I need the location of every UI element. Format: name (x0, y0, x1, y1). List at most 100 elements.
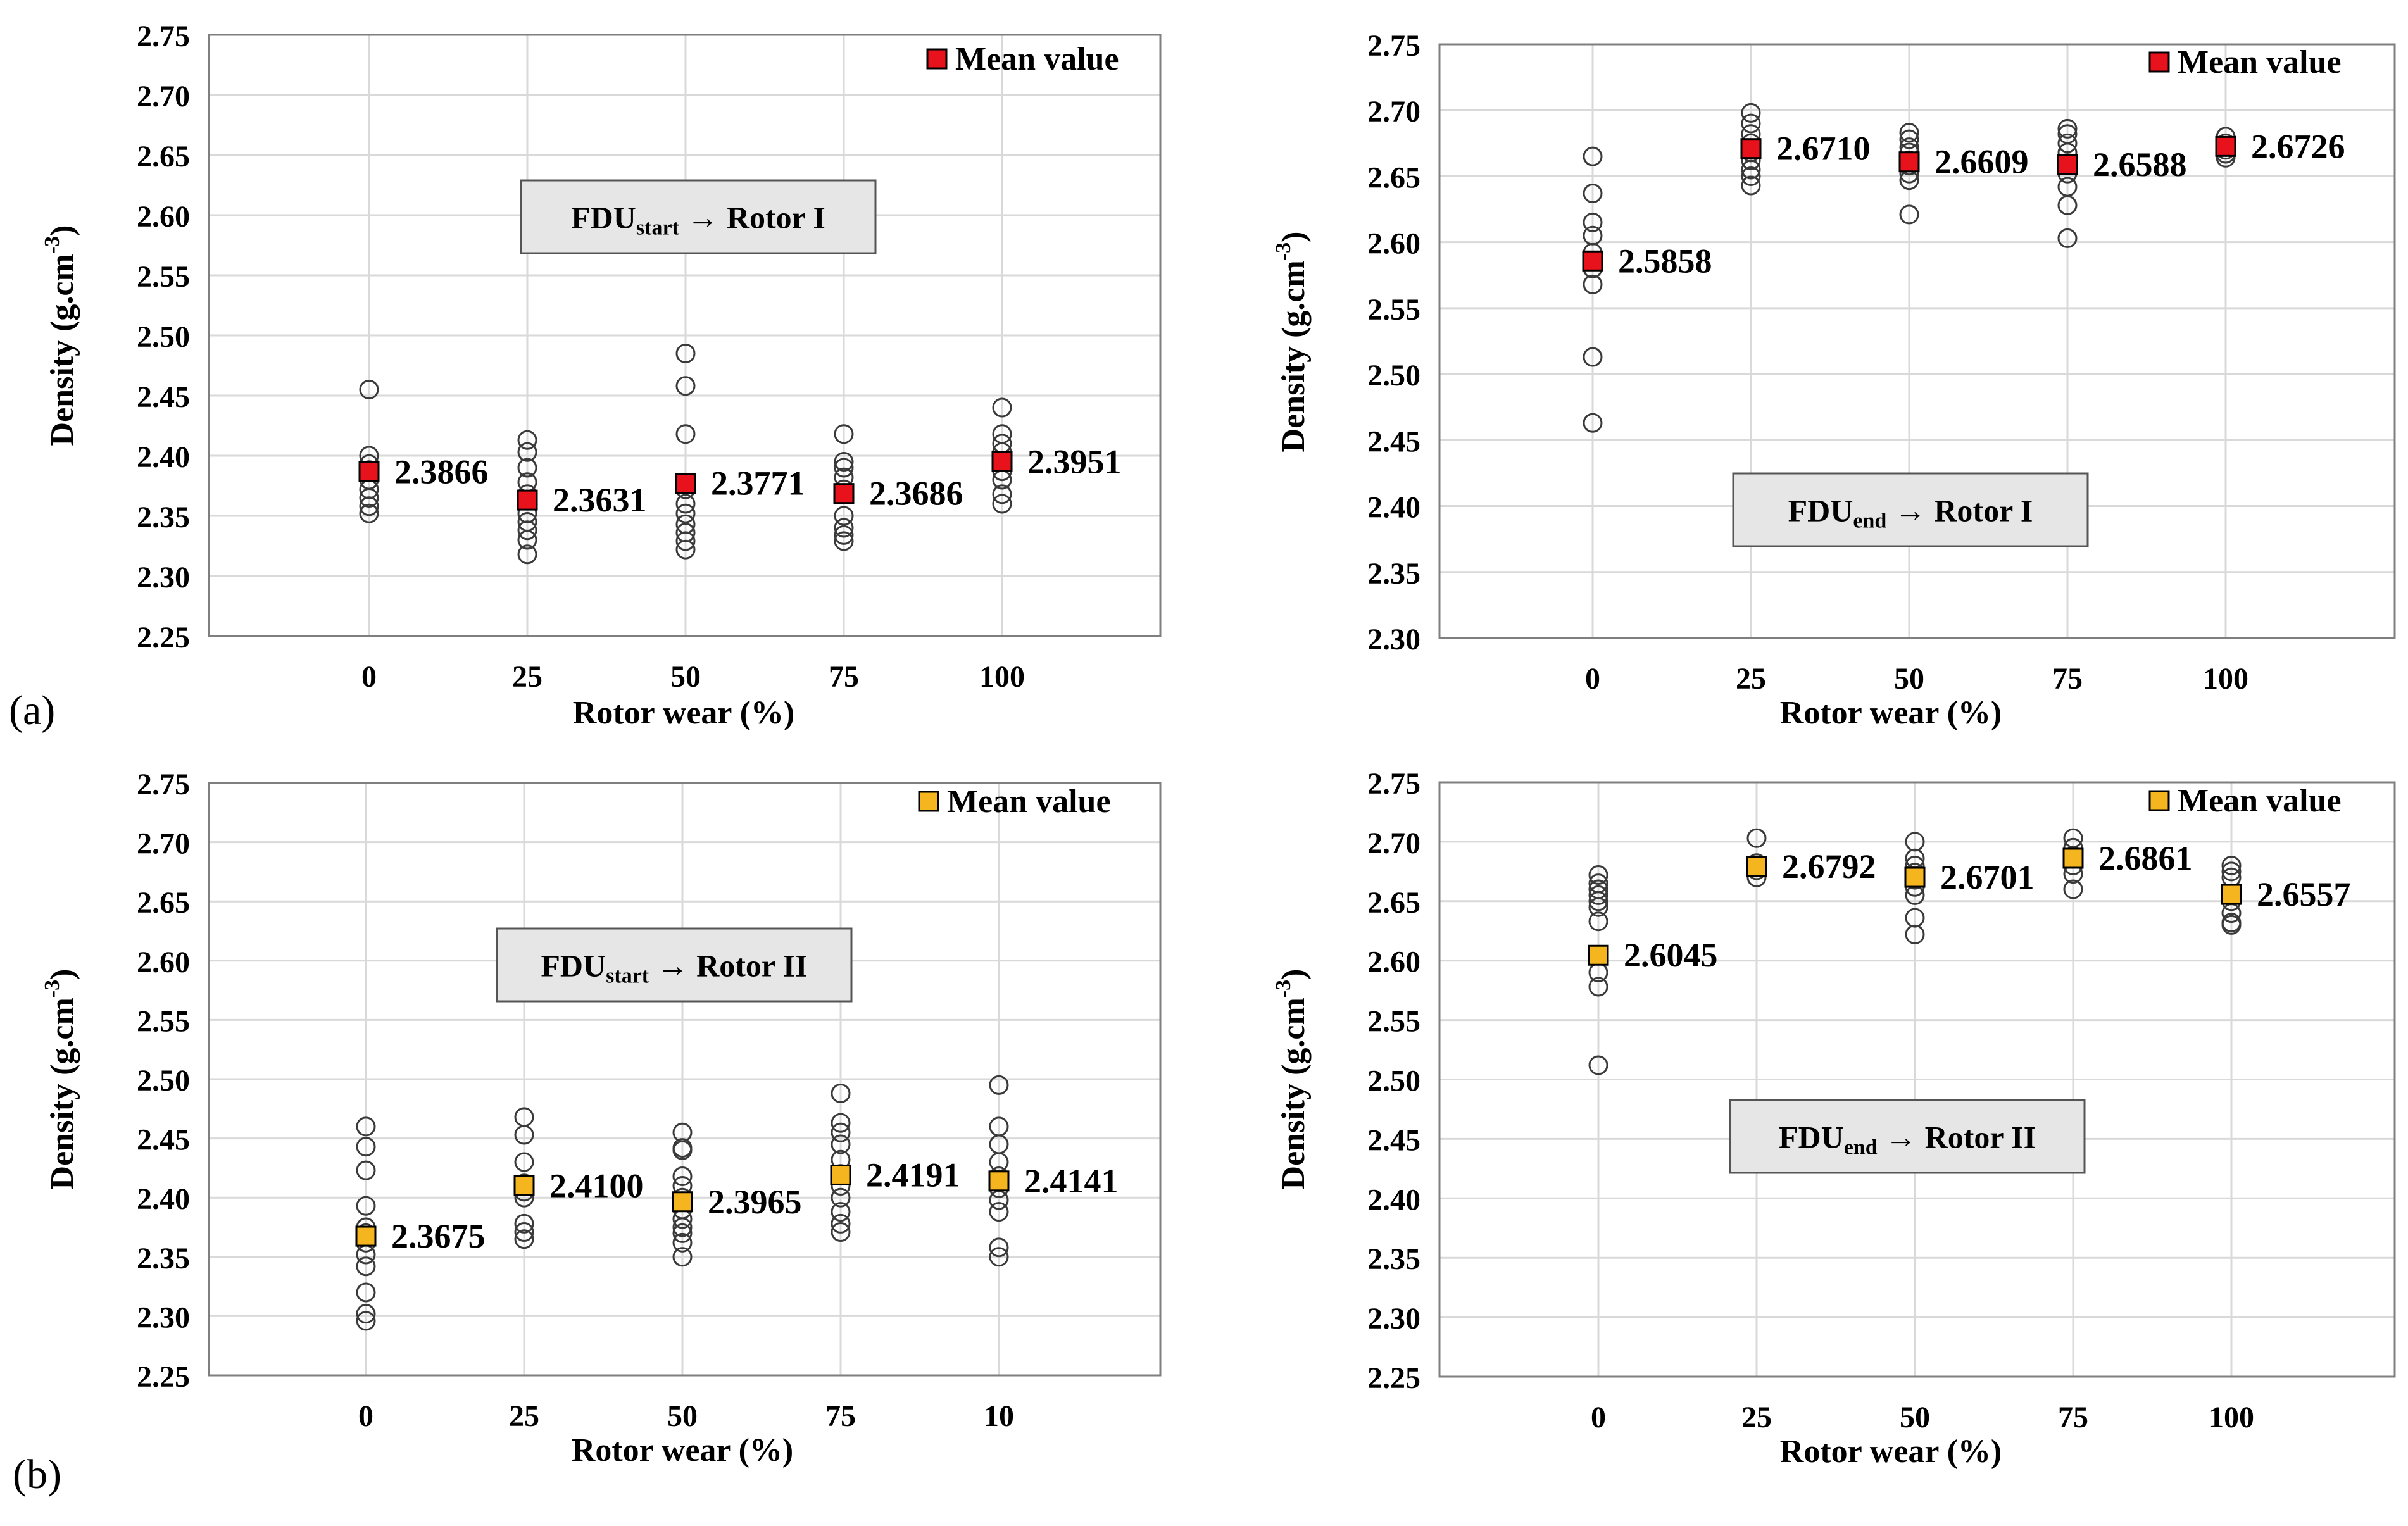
y-tick-label: 2.40 (137, 441, 190, 474)
y-tick-label: 2.75 (1367, 29, 1420, 63)
data-point (672, 1223, 693, 1243)
mean-marker (1588, 944, 1609, 966)
data-point (675, 539, 696, 560)
legend-marker (2148, 51, 2170, 73)
mean-label: 2.6588 (2093, 146, 2187, 184)
y-tick-label: 2.75 (1367, 767, 1420, 801)
y-tick-label: 2.40 (1367, 491, 1420, 525)
y-axis-label-end: ) (44, 225, 80, 236)
annotation-sub: end (1844, 1136, 1878, 1160)
y-tick-label: 2.70 (1367, 95, 1420, 128)
data-point (675, 344, 696, 363)
data-point (1746, 828, 1767, 848)
y-tick-label: 2.45 (1367, 425, 1420, 458)
mean-marker (1904, 866, 1926, 888)
data-point (1899, 204, 1919, 225)
annotation-rest: → Rotor I (679, 200, 825, 235)
x-tick-label: 25 (512, 660, 542, 694)
mean-label: 2.5858 (1618, 242, 1712, 280)
y-axis-label-main: Density (g.cm (44, 254, 80, 446)
data-point (359, 488, 379, 508)
mean-label: 2.3686 (869, 475, 963, 513)
x-tick-label: 50 (667, 1399, 698, 1433)
data-point (831, 1222, 851, 1242)
data-point (831, 1083, 851, 1103)
x-tick-label: 100 (979, 660, 1025, 694)
y-tick-label: 2.75 (137, 768, 190, 801)
y-axis-label: Density (g.cm-3) (41, 225, 80, 446)
data-point (356, 1304, 376, 1324)
x-tick-label: 25 (1741, 1401, 1772, 1434)
y-tick-label: 2.60 (137, 200, 190, 234)
data-point (989, 1075, 1009, 1095)
data-point (356, 1137, 376, 1157)
data-point (1588, 865, 1608, 885)
mean-label: 2.3866 (394, 453, 489, 491)
y-tick-label: 2.30 (1367, 623, 1420, 656)
data-point (1588, 891, 1608, 911)
y-tick-label: 2.50 (1367, 359, 1420, 392)
data-point (517, 544, 537, 565)
data-point (834, 518, 854, 538)
y-axis-label-sup: -3 (41, 980, 64, 998)
annotation-sub: end (1853, 510, 1886, 533)
data-point (1905, 832, 1925, 852)
x-axis-label: Rotor wear (%) (1780, 695, 2002, 731)
y-tick-label: 2.35 (1367, 1242, 1420, 1276)
y-tick-label: 2.35 (137, 501, 190, 534)
data-point (672, 1232, 693, 1253)
data-point (356, 1116, 376, 1137)
data-point (514, 1213, 534, 1234)
x-tick-label: 75 (825, 1399, 856, 1433)
mean-marker (830, 1164, 851, 1185)
annotation-rest: → Rotor I (1886, 493, 2033, 528)
data-point (1741, 166, 1761, 186)
data-point (2221, 861, 2242, 882)
plot-area (1438, 781, 2396, 1378)
data-point (356, 1160, 376, 1180)
y-tick-label: 2.70 (137, 827, 190, 861)
data-point (359, 503, 379, 523)
data-point (1588, 885, 1608, 905)
y-tick-label: 2.60 (137, 946, 190, 979)
data-point (2057, 228, 2078, 248)
data-point (517, 458, 537, 478)
y-tick-label: 2.55 (1367, 293, 1420, 327)
y-tick-label: 2.45 (137, 1123, 190, 1157)
mean-label: 2.6045 (1624, 936, 1718, 974)
data-point (356, 1282, 376, 1303)
y-tick-label: 2.60 (1367, 946, 1420, 979)
x-tick-label: 75 (829, 660, 859, 694)
annotation-main: FDU (1779, 1120, 1844, 1155)
y-tick-label: 2.25 (137, 1360, 190, 1394)
x-tick-label: 25 (1736, 662, 1766, 696)
y-axis-label: Density (g.cm-3) (41, 969, 80, 1190)
annotation-main: FDU (1788, 493, 1853, 528)
y-axis-label-end: ) (1276, 969, 1312, 980)
mean-label: 2.3951 (1027, 442, 1122, 480)
mean-marker (2221, 884, 2242, 905)
mean-label: 2.3771 (711, 465, 805, 503)
data-point (517, 520, 537, 541)
y-tick-label: 2.50 (1367, 1065, 1420, 1098)
legend-marker (918, 791, 939, 812)
mean-label: 2.6609 (1935, 143, 2029, 181)
annotation-rest: → Rotor II (1878, 1120, 2036, 1155)
mean-label: 2.6710 (1776, 130, 1871, 168)
y-tick-label: 2.70 (137, 80, 190, 113)
x-axis-label: Rotor wear (%) (572, 1432, 793, 1468)
data-point (831, 1213, 851, 1234)
mean-label: 2.3631 (553, 481, 647, 519)
data-point (675, 494, 696, 514)
chart-fdu-end-rotor-2: 2.25 2.30 2.35 2.40 2.45 2.50 2.55 2.60 2.65 2.70… (1272, 767, 2396, 1470)
data-point (992, 397, 1012, 418)
y-tick-label: 2.55 (137, 1004, 190, 1038)
mean-marker (2062, 847, 2084, 869)
data-point (831, 1122, 851, 1142)
y-tick-label: 2.40 (137, 1182, 190, 1216)
data-point (1588, 911, 1608, 932)
y-tick-label: 2.30 (137, 1301, 190, 1334)
data-point (834, 458, 854, 478)
mean-label: 2.4191 (866, 1156, 960, 1194)
